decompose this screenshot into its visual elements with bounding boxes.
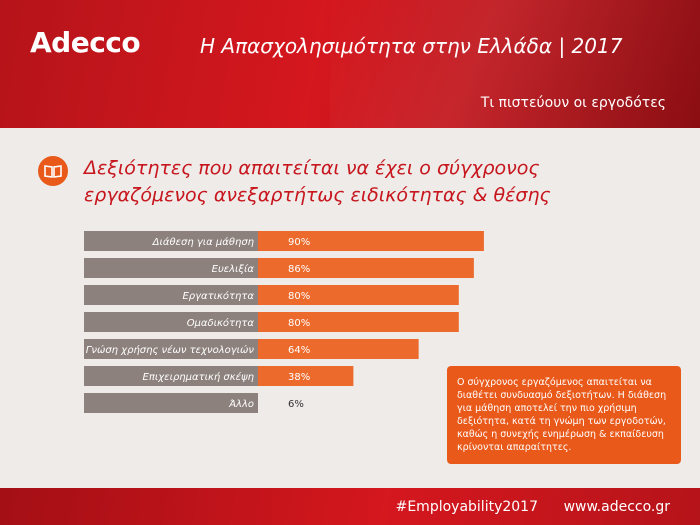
category-box	[84, 393, 258, 413]
value-label: 80%	[288, 318, 310, 329]
hashtag: #Employability2017	[395, 499, 538, 515]
value-label: 64%	[288, 345, 310, 356]
value-label: 38%	[288, 372, 310, 383]
value-label: 6%	[288, 399, 304, 410]
bar	[258, 312, 459, 332]
category-box	[84, 285, 258, 305]
adecco-logo: Adecco	[30, 26, 141, 59]
category-box	[84, 312, 258, 332]
bar	[258, 366, 354, 386]
category-label: Επιχειρηματική σκέψη	[143, 371, 254, 383]
section-title: Δεξιότητες που απαιτείται να έχει ο σύγχ…	[84, 155, 644, 209]
category-label: Διάθεση για μάθηση	[152, 236, 254, 248]
header-banner: Adecco Η Απασχολησιμότητα στην Ελλάδα | …	[0, 0, 700, 128]
website-link[interactable]: www.adecco.gr	[563, 499, 670, 515]
book-icon	[38, 156, 68, 186]
category-box	[84, 366, 258, 386]
category-box	[84, 231, 258, 251]
category-label: Ευελιξία	[212, 263, 255, 275]
bar	[258, 339, 419, 359]
footer-banner: #Employability2017 www.adecco.gr	[0, 488, 700, 525]
section-title-line-1: Δεξιότητες που απαιτείται να έχει ο σύγχ…	[84, 157, 540, 179]
section-title-line-2: εργαζόμενος ανεξαρτήτως ειδικότητας & θέ…	[84, 184, 551, 206]
skills-bar-chart: Διάθεση για μάθηση 90% Ευελιξία 86% Εργατικό…	[84, 231, 484, 413]
bar	[258, 231, 484, 251]
category-label: Άλλο	[228, 398, 254, 410]
category-label: Εργατικότητα	[182, 290, 254, 302]
page-subtitle: Τι πιστεύουν οι εργοδότες	[480, 95, 666, 111]
value-label: 86%	[288, 264, 310, 275]
category-box	[84, 258, 258, 278]
category-label: Γνώση χρήσης νέων τεχνολογιών	[86, 344, 255, 356]
note-box: Ο σύγχρονος εργαζόμενος απαιτείται να δι…	[447, 366, 681, 464]
value-label: 80%	[288, 291, 310, 302]
value-label: 90%	[288, 237, 310, 248]
bar	[258, 285, 459, 305]
category-box	[84, 339, 258, 359]
header-sheen	[330, 0, 700, 128]
category-label: Ομαδικότητα	[187, 317, 255, 329]
note-text: Ο σύγχρονος εργαζόμενος απαιτείται να δι…	[457, 377, 667, 453]
bar	[258, 258, 474, 278]
page-title: Η Απασχολησιμότητα στην Ελλάδα | 2017	[200, 34, 623, 58]
